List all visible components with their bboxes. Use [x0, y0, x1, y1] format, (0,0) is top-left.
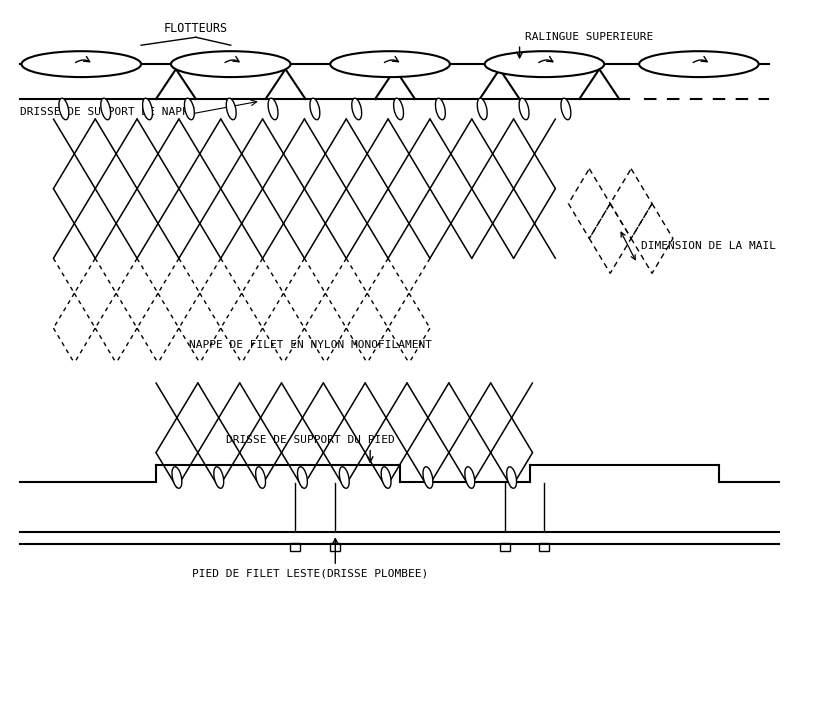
Ellipse shape [339, 467, 349, 489]
Text: NAPPE DE FILET EN NYLON MONOFILAMENT: NAPPE DE FILET EN NYLON MONOFILAMENT [189, 340, 432, 350]
Text: RALINGUE SUPERIEURE: RALINGUE SUPERIEURE [524, 33, 653, 42]
Ellipse shape [297, 467, 307, 489]
Ellipse shape [381, 467, 391, 489]
Ellipse shape [310, 98, 320, 120]
Ellipse shape [477, 98, 487, 120]
Ellipse shape [172, 467, 182, 489]
Text: DRISSE DE SUPPORT DE NAPPE: DRISSE DE SUPPORT DE NAPPE [20, 107, 195, 117]
Ellipse shape [639, 51, 759, 77]
Ellipse shape [507, 467, 517, 489]
Ellipse shape [485, 51, 604, 77]
Ellipse shape [268, 98, 278, 120]
Ellipse shape [393, 98, 403, 120]
Ellipse shape [59, 98, 69, 120]
Ellipse shape [21, 51, 141, 77]
Bar [500, 543, 509, 552]
Text: FLOTTEURS: FLOTTEURS [164, 22, 228, 35]
Ellipse shape [423, 467, 433, 489]
Ellipse shape [226, 98, 236, 120]
Ellipse shape [184, 98, 194, 120]
Ellipse shape [256, 467, 266, 489]
Text: DIMENSION DE LA MAIL: DIMENSION DE LA MAIL [641, 241, 776, 251]
Ellipse shape [351, 98, 361, 120]
Bar [291, 543, 300, 552]
Bar [540, 543, 550, 552]
Ellipse shape [519, 98, 529, 120]
Ellipse shape [171, 51, 291, 77]
Ellipse shape [142, 98, 152, 120]
Ellipse shape [100, 98, 110, 120]
Text: DRISSE DE SUPPORT DU PIED: DRISSE DE SUPPORT DU PIED [226, 435, 395, 445]
Ellipse shape [435, 98, 445, 120]
Ellipse shape [561, 98, 571, 120]
Ellipse shape [330, 51, 450, 77]
Ellipse shape [214, 467, 224, 489]
Text: PIED DE FILET LESTE(DRISSE PLOMBEE): PIED DE FILET LESTE(DRISSE PLOMBEE) [193, 568, 429, 578]
Bar [330, 543, 340, 552]
Ellipse shape [465, 467, 475, 489]
